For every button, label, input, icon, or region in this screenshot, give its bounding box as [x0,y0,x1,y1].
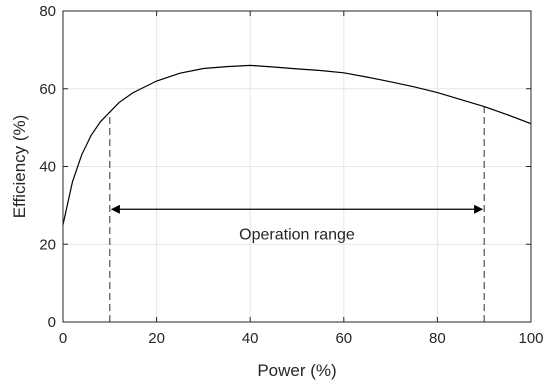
x-tick-label: 60 [335,330,352,347]
x-tick-label: 20 [148,330,165,347]
series-layer [62,64,532,225]
operation-range-markers [109,106,485,322]
y-tick-label: 20 [39,236,56,253]
x-axis-ticks: 0 20 40 60 80 100 [59,11,544,347]
efficiency-curve [62,64,532,225]
y-tick-label: 60 [39,81,56,98]
y-axis-label: Efficiency (%) [10,115,29,219]
y-axis-ticks: 0 20 40 60 80 [39,3,531,331]
x-tick-label: 0 [59,330,67,347]
y-tick-label: 0 [48,314,56,331]
operation-range-label: Operation range [239,226,355,243]
x-tick-label: 100 [518,330,543,347]
y-tick-label: 40 [39,159,56,176]
grid [62,10,532,323]
x-tick-label: 40 [242,330,259,347]
y-tick-label: 80 [39,3,56,20]
x-tick-label: 80 [429,330,446,347]
x-axis-label: Power (%) [257,361,336,380]
